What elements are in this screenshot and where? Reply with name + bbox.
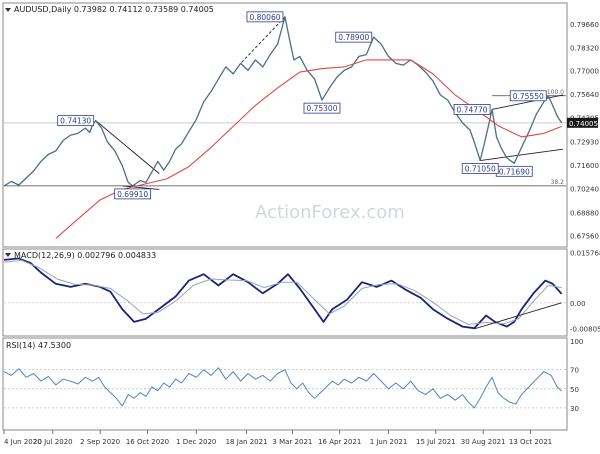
rsi-line (3, 367, 562, 409)
annotation-label: 0.75300 (306, 104, 337, 113)
trend-line (240, 16, 286, 64)
dropdown-triangle-icon (5, 253, 11, 257)
price-annotation: 0.75550 (509, 90, 547, 102)
x-tick-label: 1 Jun 2021 (370, 438, 408, 446)
annotation-box (453, 104, 491, 115)
price-annotation: 0.69910 (114, 188, 152, 200)
price-annotation: 0.80060 (246, 11, 284, 23)
price-y-tick: 0.77000 (570, 67, 599, 75)
annotation-box (303, 102, 341, 114)
signal-line (3, 259, 562, 325)
annotation-label: 0.74130 (60, 117, 91, 126)
price-line (3, 16, 563, 187)
rsi-y-tick: 100 (570, 338, 583, 346)
annotation-label: 0.74770 (457, 105, 488, 114)
x-tick-label: 2 Sep 2020 (80, 438, 120, 446)
price-title-text: AUDUSD,Daily 0.73982 0.74112 0.73589 0.7… (14, 5, 214, 14)
annotation-label: 0.75550 (513, 92, 544, 101)
x-tick-label: 20 Jul 2020 (33, 438, 73, 446)
price-annotation: 0.75300 (303, 102, 341, 114)
annotation-label: 0.80060 (249, 13, 280, 22)
rsi-layer (3, 367, 566, 409)
price-y-tick: 0.68880 (570, 210, 599, 218)
annotation-box (246, 11, 284, 23)
fib-level-label: 100.0 (547, 89, 564, 96)
fib-level-label: 38.2 (551, 179, 565, 186)
price-annotation: 0.74130 (57, 115, 95, 127)
price-annotation: 0.71050 (461, 163, 499, 174)
rsi-y-tick: 50 (570, 386, 579, 394)
price-annotation: 0.71690 (495, 165, 533, 177)
trend-line (480, 148, 564, 161)
trend-line (122, 185, 160, 190)
price-layer: 100.0 38.2 0.80060 0.78900 0.75300 0.74130 0.6… (3, 11, 566, 239)
macd-y-tick: 0.015768 (570, 250, 600, 258)
rsi-y-tick: 30 (570, 405, 579, 413)
x-tick-label: 18 Jan 2021 (226, 438, 268, 446)
macd-y-tick: -0.008053 (570, 325, 600, 333)
annotation-box (57, 115, 95, 127)
watermark: ActionForex.com (255, 202, 405, 223)
macd-title: MACD(12,26,9) 0.002796 0.004833 (5, 251, 156, 260)
price-annotation: 0.78900 (335, 31, 373, 43)
dropdown-triangle-icon (5, 8, 11, 12)
x-tick-label: 13 Oct 2021 (509, 438, 552, 446)
annotation-label: 0.78900 (338, 33, 369, 42)
x-tick-label: 3 Mar 2021 (272, 438, 312, 446)
price-annotation: 0.74770 (453, 104, 491, 115)
annotation-label: 0.71690 (499, 167, 530, 176)
annotation-label: 0.69910 (117, 190, 148, 199)
rsi-title-text: RSI(14) 47.5300 (6, 341, 71, 350)
rsi-panel-frame (2, 337, 568, 431)
annotation-box (461, 163, 499, 174)
price-y-tick: 0.72930 (570, 139, 599, 147)
macd-y-tick: 0.00 (570, 300, 586, 308)
macd-panel-frame (2, 248, 568, 337)
y-axis-layer: 0.796600.783200.770000.756400.743050.729… (567, 21, 600, 413)
last-value-box (567, 117, 598, 128)
price-y-tick: 0.79660 (570, 21, 599, 29)
x-tick-label: 30 Aug 2021 (461, 438, 506, 446)
annotation-box (114, 188, 152, 200)
last-value-label: 0.74005 (569, 120, 598, 128)
price-y-tick: 0.78320 (570, 44, 599, 52)
annotation-box (509, 90, 547, 102)
price-title: AUDUSD,Daily 0.73982 0.74112 0.73589 0.7… (5, 5, 214, 14)
macd-title-text: MACD(12,26,9) 0.002796 0.004833 (14, 251, 156, 260)
price-y-tick: 0.70240 (570, 186, 599, 194)
macd-layer (3, 257, 566, 330)
price-panel-frame (2, 2, 568, 248)
rsi-title: RSI(14) 47.5300 (6, 341, 71, 350)
x-tick-label: 16 Oct 2020 (126, 438, 169, 446)
price-y-tick: 0.75640 (570, 91, 599, 99)
annotation-label: 0.71050 (465, 165, 496, 174)
price-y-tick: 0.67560 (570, 233, 599, 241)
macd-line (3, 257, 563, 330)
rsi-y-tick: 70 (570, 367, 579, 375)
x-tick-label: 4 Jun 2020 (4, 438, 42, 446)
annotation-box (335, 31, 373, 43)
x-tick-label: 1 Dec 2020 (176, 438, 216, 446)
trend-line (491, 94, 564, 110)
x-tick-label: 16 Apr 2021 (318, 438, 361, 446)
x-tick-label: 15 Jul 2021 (416, 438, 456, 446)
trend-line (95, 120, 160, 174)
macd-trend-line (474, 302, 562, 330)
price-y-tick: 0.71600 (570, 162, 599, 170)
